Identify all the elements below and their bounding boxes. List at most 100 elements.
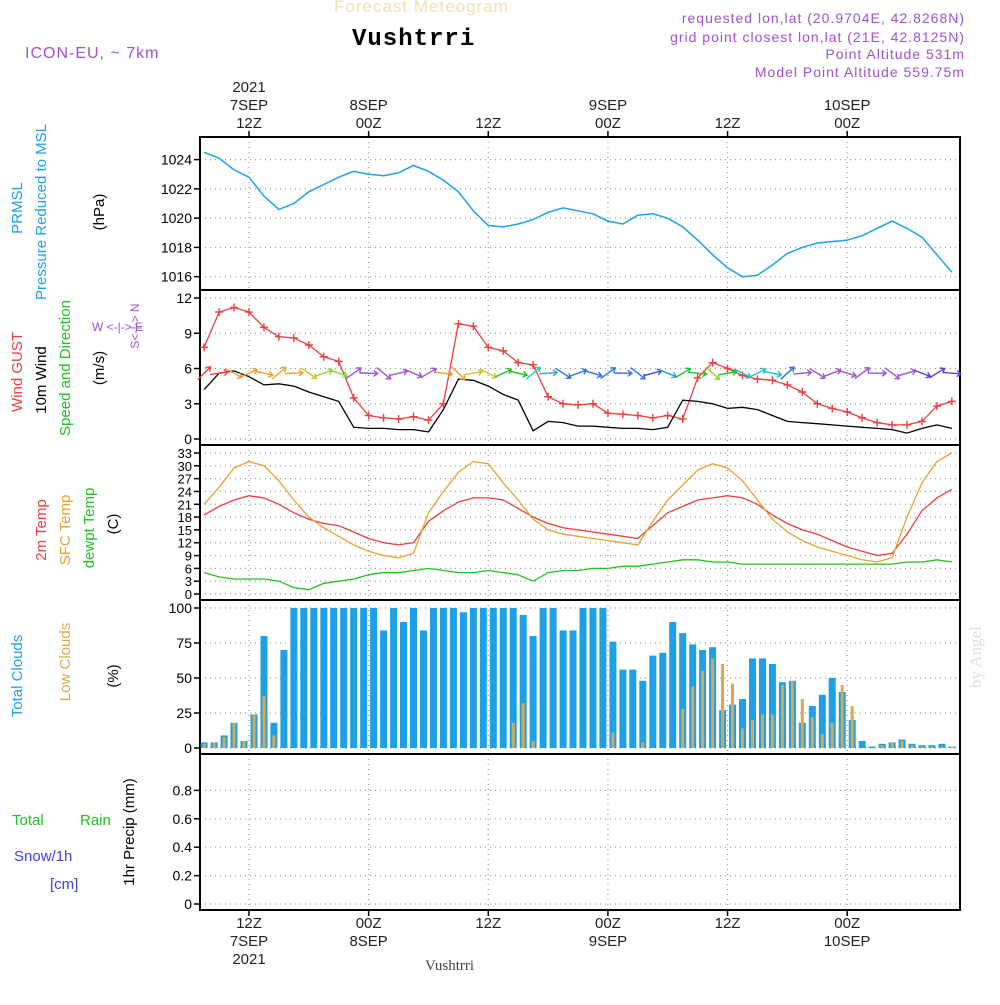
time-label-bottom: 12Z bbox=[475, 915, 501, 932]
wind-direction-arrow bbox=[793, 369, 813, 377]
total-clouds-bar bbox=[679, 633, 687, 748]
y-tick-label: 30 bbox=[178, 459, 192, 474]
wind-gust-marker bbox=[259, 323, 268, 332]
wind-arrow-stroke bbox=[838, 370, 857, 379]
wind-gust-marker bbox=[903, 420, 912, 429]
ylabel-precip: 1hr Precip (mm) bbox=[121, 778, 138, 886]
y-tick-label: 3 bbox=[184, 396, 192, 412]
low-clouds-bar bbox=[800, 699, 804, 748]
total-clouds-bar bbox=[768, 664, 776, 748]
y-tick-label: 9 bbox=[185, 549, 192, 564]
model-altitude: Model Point Altitude 559.75m bbox=[754, 64, 965, 80]
low-clouds-bar bbox=[212, 742, 216, 748]
time-label-top: 9SEP bbox=[589, 97, 627, 114]
wind-gust-marker bbox=[200, 343, 209, 352]
wind-arrow-stroke bbox=[434, 370, 454, 378]
total-clouds-bar bbox=[429, 608, 437, 748]
wind-arrow-stroke bbox=[898, 368, 917, 377]
low-clouds-bar bbox=[521, 703, 525, 748]
low-clouds-bar bbox=[850, 706, 854, 748]
compass-we: W <-|-> E bbox=[92, 320, 143, 334]
wind-arrow-stroke bbox=[464, 368, 484, 376]
y-tick-label: 0.6 bbox=[173, 811, 193, 827]
total-clouds-bar bbox=[519, 615, 527, 748]
wind-gust-marker bbox=[574, 400, 583, 409]
wind-gust-marker bbox=[813, 399, 822, 408]
wind-arrow-stroke bbox=[345, 367, 363, 379]
wind-direction-arrow bbox=[868, 369, 888, 377]
wind-direction-arrow bbox=[464, 368, 484, 376]
low-clouds-bar bbox=[770, 714, 774, 748]
wind-arrow-stroke bbox=[480, 368, 498, 379]
wind-gust-marker bbox=[304, 341, 313, 349]
y-tick-label: 0.4 bbox=[173, 839, 193, 855]
wind-gust-marker bbox=[559, 399, 568, 408]
wind-direction-arrow bbox=[509, 370, 529, 378]
low-clouds-bar bbox=[930, 746, 934, 748]
wind-arrow-stroke bbox=[329, 369, 349, 379]
wind-gust-marker bbox=[588, 399, 597, 408]
low-clouds-bar bbox=[940, 746, 944, 748]
wind-gust-marker bbox=[514, 358, 523, 367]
low-clouds-bar bbox=[731, 683, 734, 748]
low-clouds-bar bbox=[950, 746, 954, 748]
total-clouds-bar bbox=[529, 636, 537, 748]
y-tick-label: 0.2 bbox=[173, 868, 193, 884]
wind-direction-arrow bbox=[480, 368, 498, 379]
low-clouds-bar bbox=[761, 714, 764, 748]
temp-2m-line bbox=[203, 488, 953, 557]
low-clouds-bar bbox=[511, 722, 515, 748]
wind-gust-marker bbox=[753, 375, 762, 384]
wind-direction-arrow bbox=[643, 368, 663, 377]
time-label-bottom: 12Z bbox=[715, 915, 741, 932]
wind-direction-arrow bbox=[197, 366, 212, 381]
wind-gust-marker bbox=[274, 332, 283, 341]
temp-dewpt-line bbox=[203, 559, 952, 591]
ylabel-dewpt-temp: dewpt Temp bbox=[81, 488, 98, 569]
wind-gust-marker bbox=[843, 407, 852, 416]
precip-label-snow: Snow/1h bbox=[14, 848, 72, 865]
wind-gust-marker bbox=[245, 308, 253, 317]
total-clouds-bar bbox=[310, 608, 318, 748]
low-clouds-bar bbox=[820, 734, 824, 748]
wind-gust-marker bbox=[708, 358, 717, 367]
wind-direction-arrow bbox=[315, 368, 334, 377]
time-label-bottom: 9SEP bbox=[589, 933, 627, 950]
wind-arrow-stroke bbox=[718, 368, 738, 376]
low-clouds-bar bbox=[222, 736, 226, 748]
wind-speed-line bbox=[203, 370, 953, 434]
total-clouds-bar bbox=[479, 608, 487, 748]
model-label: ICON-EU, ~ 7km bbox=[25, 45, 160, 62]
wind-arrow-stroke bbox=[539, 369, 559, 377]
y-tick-label: 27 bbox=[178, 472, 192, 487]
grid-point-coords: grid point closest lon,lat (21E, 42.8125… bbox=[670, 29, 965, 45]
total-clouds-bar bbox=[619, 669, 627, 748]
low-clouds-bar bbox=[810, 717, 814, 748]
wind-direction-arrow bbox=[854, 367, 871, 380]
low-clouds-bar bbox=[611, 732, 615, 748]
wind-direction-arrow bbox=[659, 369, 678, 379]
time-label-top: 10SEP bbox=[824, 97, 871, 114]
wind-gust-marker bbox=[663, 411, 672, 420]
total-clouds-bar bbox=[669, 622, 677, 748]
precip-label-rain: Rain bbox=[80, 812, 111, 829]
wind-gust-marker bbox=[230, 303, 239, 312]
wind-direction-arrow bbox=[823, 367, 842, 378]
total-clouds-bar bbox=[868, 746, 876, 748]
compass-sn: S<-|-> N bbox=[128, 303, 142, 348]
wind-gust-marker bbox=[499, 346, 508, 355]
wind-arrow-stroke bbox=[659, 369, 678, 379]
total-clouds-bar bbox=[370, 608, 378, 748]
y-tick-label: 15 bbox=[178, 523, 192, 538]
y-tick-label: 0 bbox=[184, 740, 192, 756]
total-clouds-bar bbox=[499, 608, 507, 748]
total-clouds-bar bbox=[280, 650, 288, 748]
ylabel-total-clouds: Total Clouds bbox=[9, 635, 26, 718]
wind-gust-marker bbox=[469, 322, 478, 331]
y-tick-label: 1022 bbox=[161, 181, 192, 197]
wind-arrow-stroke bbox=[868, 369, 888, 377]
wind-gust-marker bbox=[215, 308, 224, 317]
wind-direction-arrow bbox=[376, 366, 392, 380]
ylabel-sfc-temp: SFC Temp bbox=[57, 495, 74, 566]
wind-direction-arrow bbox=[389, 368, 409, 377]
